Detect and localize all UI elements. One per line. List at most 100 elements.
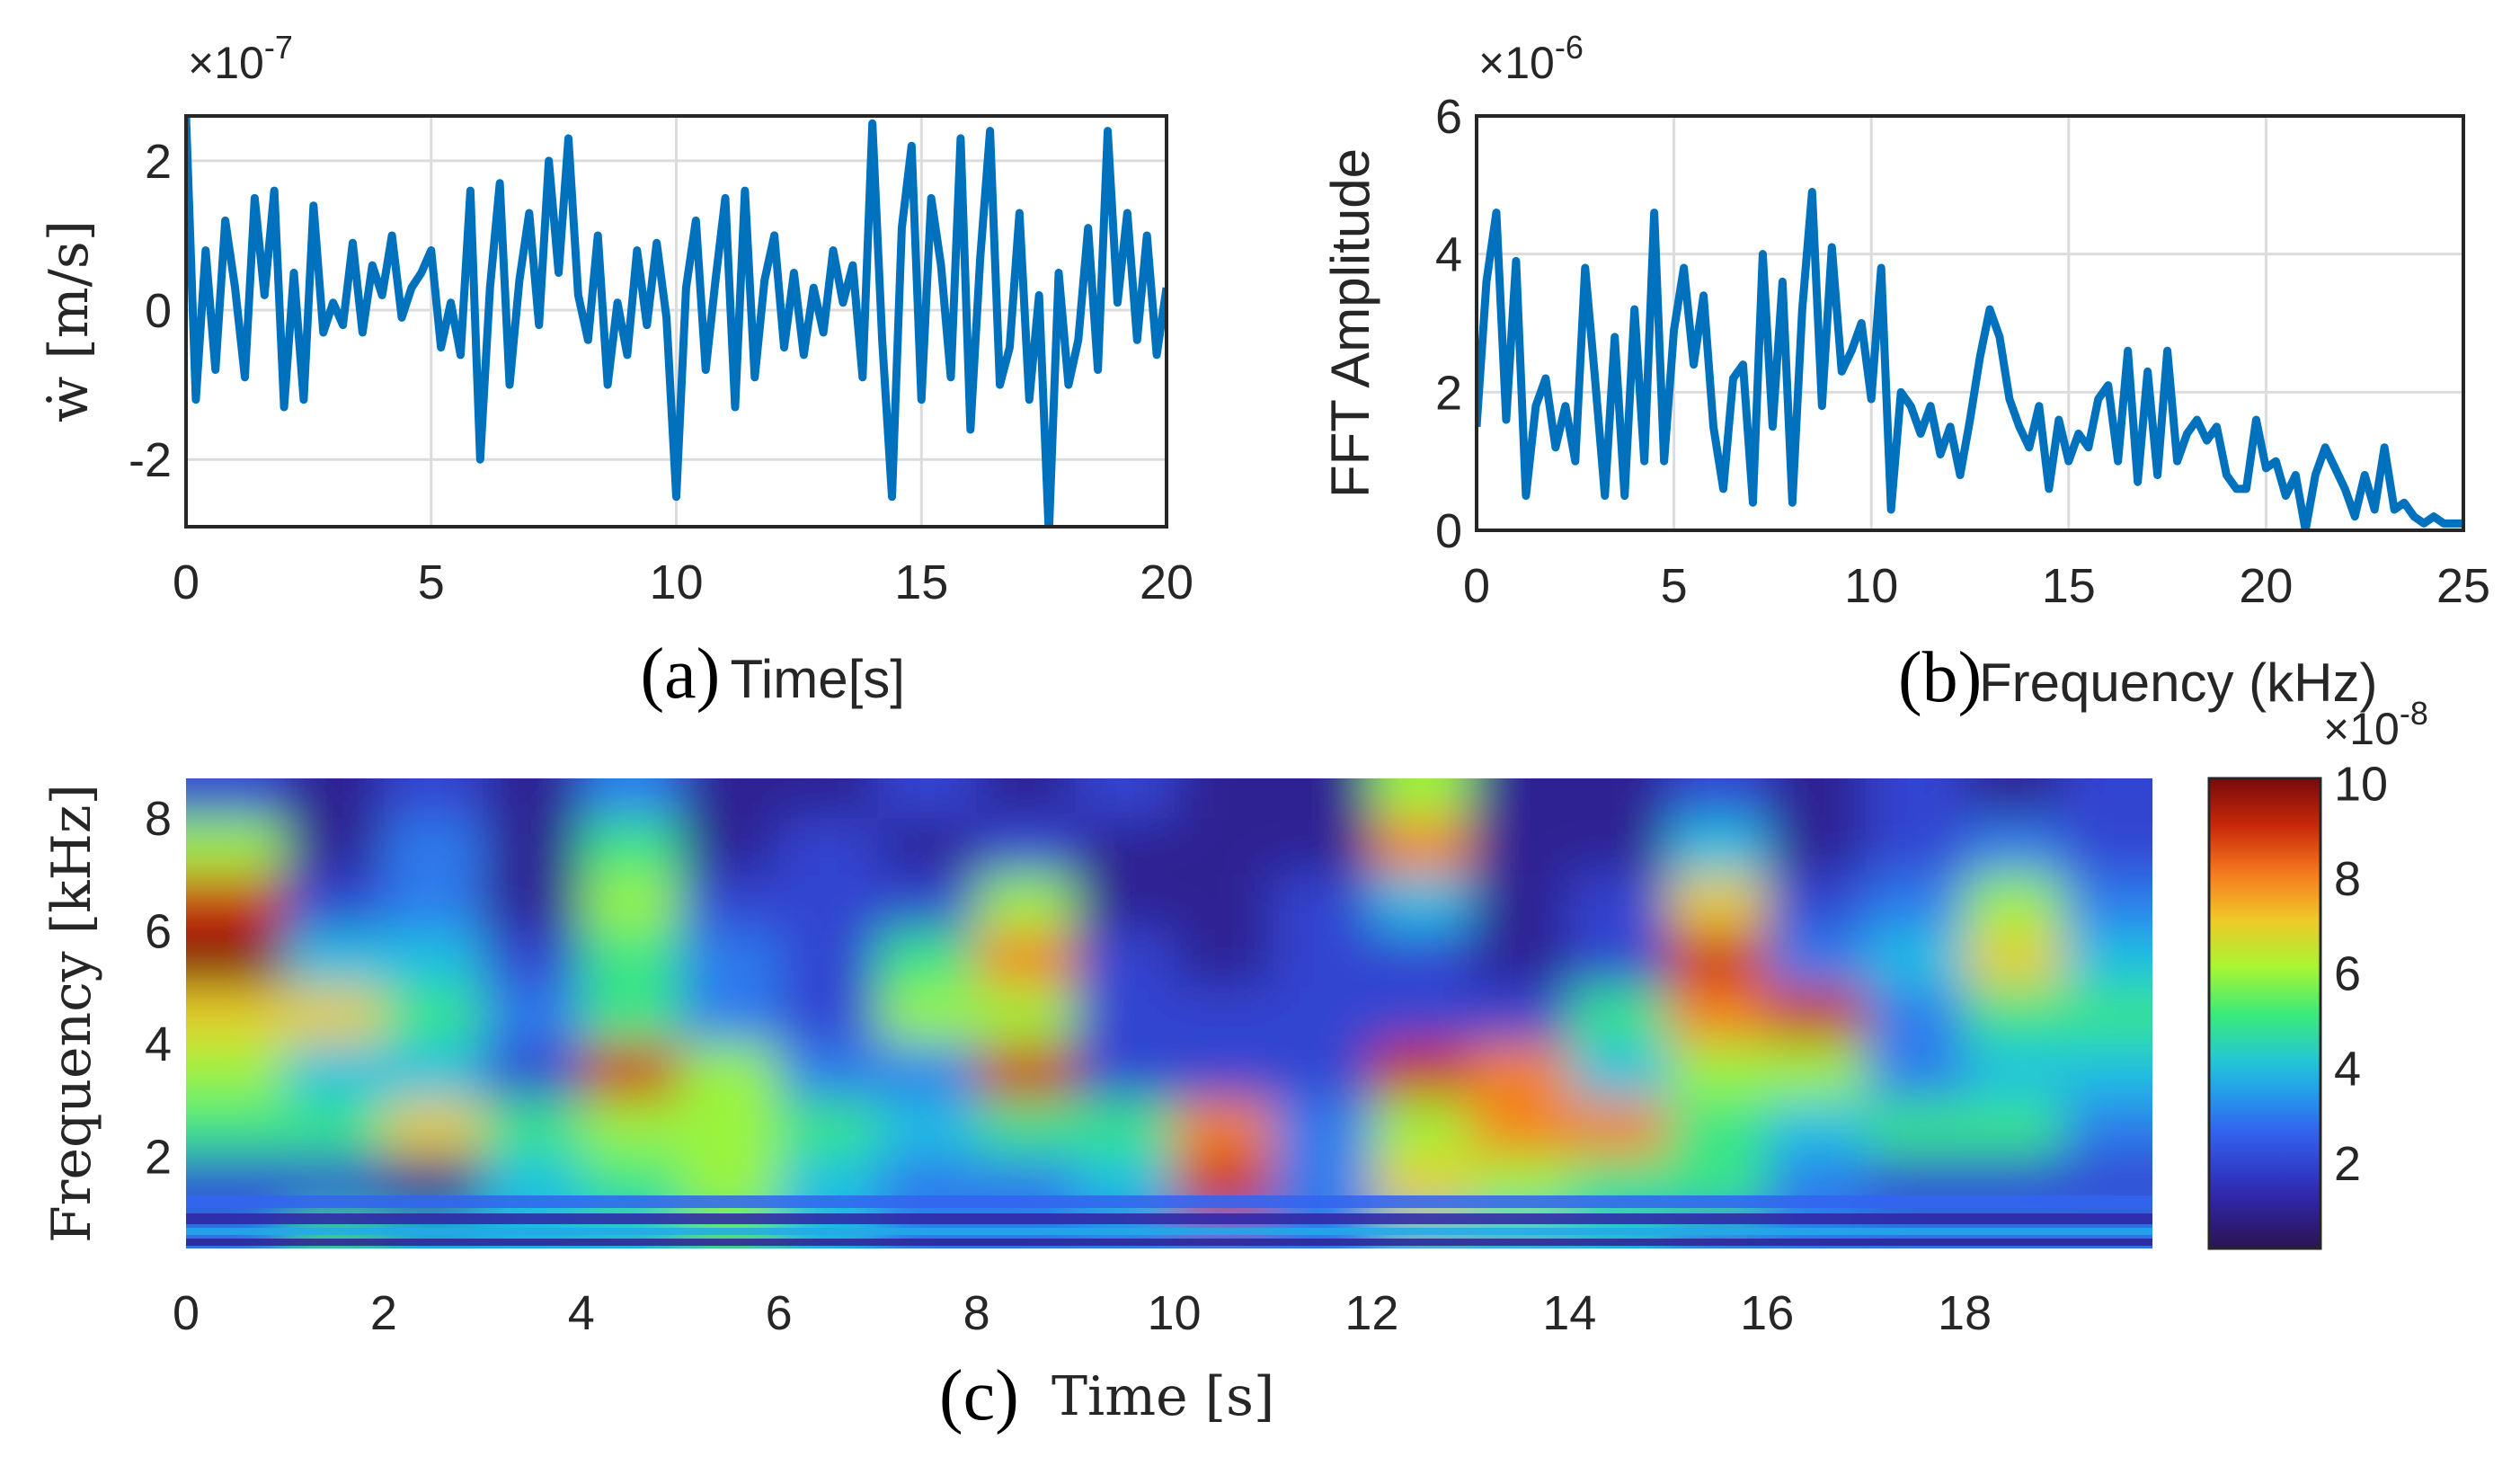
x-axis-label: Time[s] (731, 649, 905, 709)
y-tick-label: 0 (145, 284, 172, 338)
heatmap-cell (1767, 817, 1868, 875)
x-tick-label: 2 (370, 1286, 397, 1340)
heatmap-cell (1767, 930, 1868, 989)
heatmap-cell (383, 930, 484, 989)
heatmap-cell (2063, 987, 2152, 1045)
heatmap-cell (581, 778, 681, 819)
heatmap-cell (1273, 930, 1373, 989)
heatmap-cell (1273, 1044, 1373, 1101)
panel-c-scalogram: 0 2 4 6 8 10 12 14 16 18 2 4 6 8 (c) Time [s] Frequency … (40, 695, 2428, 1435)
heatmap-cell (383, 987, 484, 1045)
x-tick-label: 20 (1140, 555, 1193, 609)
heatmap-cell (1273, 778, 1373, 819)
x-tick-label: 25 (2436, 559, 2490, 613)
heatmap-cell (679, 930, 780, 989)
heatmap-cell (1174, 930, 1274, 989)
heatmap-cell (2063, 817, 2152, 875)
heatmap-cell (877, 778, 978, 819)
heatmap-cell (581, 1099, 681, 1158)
colorbar-exponent: -8 (2400, 695, 2428, 732)
heatmap-cell (1371, 817, 1472, 875)
heatmap-cell (186, 778, 286, 819)
heatmap-cell (1174, 987, 1274, 1045)
heatmap-cell (581, 817, 681, 875)
heatmap-cell (877, 1044, 978, 1101)
heatmap-cell (1371, 987, 1472, 1045)
heatmap-cell (1668, 874, 1769, 932)
heatmap-cell (1668, 1099, 1769, 1158)
x-tick-label: 4 (568, 1286, 595, 1340)
heatmap-cell (1075, 817, 1176, 875)
heatmap-cell (186, 987, 286, 1045)
x-tick-label: 0 (173, 555, 200, 609)
heatmap-cell (976, 987, 1077, 1045)
heatmap-cell (1866, 817, 1966, 875)
x-tick-label: 10 (1147, 1286, 1201, 1340)
heatmap-cell (1866, 987, 1966, 1045)
axes-box (184, 114, 1168, 529)
colorbar-tick-label: 10 (2334, 757, 2388, 811)
x-tick-label: 10 (649, 555, 703, 609)
heatmap-cell (284, 874, 385, 932)
colorbar-tick-label: 8 (2334, 852, 2361, 906)
heatmap-cell (482, 1044, 582, 1101)
heatmap-cell (1273, 817, 1373, 875)
heatmap-cell (383, 874, 484, 932)
heatmap-cell (1470, 778, 1571, 819)
heatmap-cell (2063, 778, 2152, 819)
heatmap-cell (1767, 778, 1868, 819)
heatmap-cell (482, 930, 582, 989)
heatmap-cell (1174, 874, 1274, 932)
heatmap-cell (581, 874, 681, 932)
data-line-fft (1477, 188, 2463, 530)
axis-multiplier: ×10-6 (1478, 29, 1584, 88)
heatmap-cell (976, 1099, 1077, 1158)
heatmap-cell (2063, 874, 2152, 932)
heatmap-cell (1470, 930, 1571, 989)
heatmap-cell (1174, 778, 1274, 819)
x-tick-label: 5 (1661, 559, 1688, 613)
heatmap-cell (1767, 1044, 1868, 1101)
low-frequency-band (186, 1239, 2152, 1246)
x-tick-label: 10 (1844, 559, 1898, 613)
heatmap-cell (1668, 930, 1769, 989)
heatmap-cell (1866, 1044, 1966, 1101)
heatmap-cell (1371, 1099, 1472, 1158)
heatmap-cell (1767, 874, 1868, 932)
heatmap-cell (383, 1044, 484, 1101)
heatmap-cell (1668, 1044, 1769, 1101)
axis-exponent: -7 (264, 29, 293, 66)
heatmap-cell (2063, 930, 2152, 989)
heatmap-cell (186, 1099, 286, 1158)
heatmap-cell (778, 1099, 879, 1158)
heatmap-cell (284, 1044, 385, 1101)
heatmap-cell (186, 874, 286, 932)
heatmap-cell (1075, 930, 1176, 989)
low-frequency-band (186, 1195, 2152, 1208)
heatmap-cell (679, 1044, 780, 1101)
low-frequency-band (186, 1213, 2152, 1224)
heatmap-cell (1569, 874, 1670, 932)
heatmap-cell (1371, 778, 1472, 819)
heatmap-cell (482, 817, 582, 875)
heatmap-cell (482, 874, 582, 932)
heatmap-cell (1569, 987, 1670, 1045)
heatmap-cell (679, 817, 780, 875)
heatmap-cell (284, 1099, 385, 1158)
colorbar-gradient (2207, 777, 2322, 1250)
heatmap-cell (383, 778, 484, 819)
heatmap-cell (1965, 930, 2065, 989)
heatmap-cell (1470, 987, 1571, 1045)
low-frequency-band (186, 1228, 2152, 1235)
y-tick-label: -2 (129, 433, 172, 487)
heatmap-cell (1965, 1099, 2065, 1158)
y-tick-label: 6 (145, 905, 172, 959)
heatmap-cell (482, 987, 582, 1045)
heatmap-cell (186, 817, 286, 875)
heatmap-cell (1965, 817, 2065, 875)
heatmap-cell (1470, 817, 1571, 875)
heatmap-cell (778, 874, 879, 932)
y-axis-label: ẇ [m/s] (38, 220, 101, 422)
heatmap-cell (1569, 1099, 1670, 1158)
